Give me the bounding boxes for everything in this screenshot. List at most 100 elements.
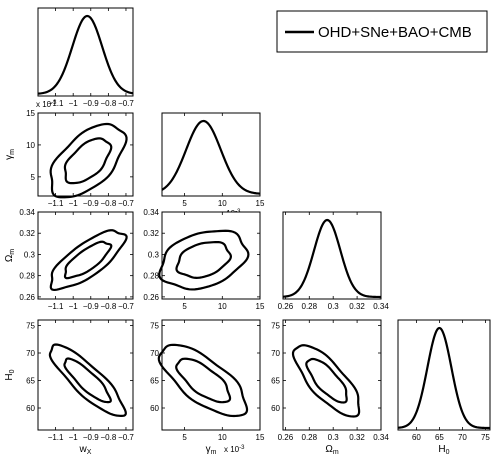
contour-2-sigma [48,343,127,417]
contour-1-sigma [63,357,112,404]
panel-frame [37,112,134,197]
x-tick-label: −1.1 [48,199,64,208]
x-tick-label: −0.8 [100,433,116,442]
panel-frame [37,319,134,431]
x-tick-label: 0.26 [278,433,294,442]
x-tick-label: 0.28 [302,433,318,442]
y-tick-label: 0.26 [143,293,159,302]
legend: OHD+SNe+BAO+CMB [276,10,488,53]
y-axis-label-gamma_m: γm [4,149,16,160]
x-tick-label: −1 [69,302,79,311]
y-tick-label: 0.32 [143,229,159,238]
x-tick-label: −0.8 [100,99,116,108]
x-tick-label: −0.8 [100,302,116,311]
y-tick-label: 75 [271,322,280,331]
x-tick-label: −1 [69,199,79,208]
panel-H_0-vs-Omega_m [282,319,382,431]
panel-frame [161,112,261,197]
marginal-curve-gamma_m [161,119,261,195]
contour-1-sigma [175,357,232,404]
x-axis-label-w_X: wX [79,444,92,456]
x-tick-label: −1.1 [48,433,64,442]
y-tick-label: 60 [150,404,159,413]
marginal-curve-Omega_m [282,218,381,299]
panel-Omega_m-vs-gamma_m [158,211,261,300]
y-axis-label-Omega_m: Ωm [4,249,16,262]
y-tick-label: 10 [26,141,35,150]
y-tick-label: 15 [26,109,35,118]
panel-frame [37,7,134,97]
panel-H_0-vs-gamma_m [157,319,261,431]
x-axis-label-Omega_m: Ωm [325,444,338,456]
x-tick-label: 0.3 [328,302,340,311]
x-tick-label: −1.1 [48,302,64,311]
panel-Omega_m-vs-Omega_m [282,211,382,300]
x-tick-label: 0.28 [302,302,318,311]
x-tick-label: 0.34 [373,302,389,311]
contour-2-sigma [49,229,128,292]
x-tick-label: 0.32 [349,433,365,442]
y-tick-label: 65 [26,377,35,386]
x-tick-label: 70 [458,433,467,442]
y-tick-label: 0.32 [19,229,35,238]
x-tick-label: −0.9 [83,99,99,108]
y-tick-label: 0.34 [143,208,159,217]
panel-frame [161,211,261,300]
panel-w_X-vs-w_X [37,7,134,97]
x-tick-label: 75 [481,433,490,442]
x-tick-label: −1 [69,99,79,108]
x-tick-label: 10 [218,199,227,208]
y-axis-label-H_0: H0 [4,369,16,380]
y-tick-label: 0.28 [143,272,159,281]
contour-1-sigma [175,240,233,279]
contour-2-sigma [49,122,128,199]
contour-2-sigma [158,229,250,291]
x-tick-label: 10 [218,433,227,442]
y-tick-label: 75 [26,322,35,331]
panel-H_0-vs-H_0 [397,319,491,431]
y-tick-label: 65 [271,377,280,386]
x-tick-label: −0.9 [83,302,99,311]
marginal-curve-w_X [37,14,134,95]
x-tick-label: −0.7 [118,302,134,311]
y-tick-label: 0.3 [148,250,160,259]
x-tick-label: 10 [218,302,227,311]
contour-2-sigma [157,343,249,418]
y-tick-label: 60 [271,404,280,413]
x-tick-label: 15 [256,433,265,442]
x-tick-label: −0.7 [118,199,134,208]
y-tick-label: 65 [150,377,159,386]
y-tick-label: 70 [26,349,35,358]
x-tick-label: 5 [182,433,187,442]
x-tick-label: 5 [182,302,187,311]
x-tick-label: −0.7 [118,99,134,108]
x-tick-label: −0.9 [83,199,99,208]
x-axis-multiplier: x 10-3 [224,445,245,454]
x-axis-label-gamma_m: γm [206,444,217,456]
panel-Omega_m-vs-w_X [37,211,134,300]
contour-2-sigma [291,344,361,418]
x-tick-label: −0.9 [83,433,99,442]
marginal-curve-H_0 [397,326,491,430]
y-tick-label: 0.34 [19,208,35,217]
y-tick-label: 75 [150,322,159,331]
x-tick-label: −0.7 [118,433,134,442]
panel-frame [282,319,382,431]
contour-1-sigma [305,357,348,404]
y-tick-label: 70 [271,349,280,358]
x-tick-label: 0.34 [373,433,389,442]
panel-H_0-vs-w_X [37,319,134,431]
panel-gamma_m-vs-w_X [37,112,134,199]
y-tick-label: 70 [150,349,159,358]
panel-gamma_m-vs-gamma_m [161,112,261,197]
x-tick-label: 15 [256,302,265,311]
y-axis-multiplier: x 10-3 [36,100,57,109]
x-tick-label: 65 [435,433,444,442]
x-tick-label: −0.8 [100,199,116,208]
x-tick-label: −1 [69,433,79,442]
y-tick-label: 60 [26,404,35,413]
y-tick-label: 0.26 [19,293,35,302]
panel-frame [37,211,134,300]
x-axis-label-H_0: H0 [438,444,449,456]
